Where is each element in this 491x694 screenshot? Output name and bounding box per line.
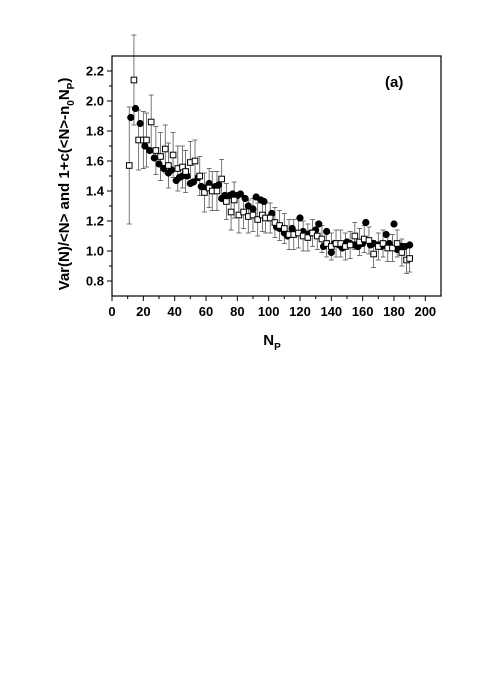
data-point-circle xyxy=(146,146,154,155)
data-point-square xyxy=(240,208,247,216)
data-point-square xyxy=(165,162,172,169)
data-point-circle xyxy=(296,214,304,222)
y-axis-title: Var(N)/<N> and 1+c(<N>-n0NP) xyxy=(56,78,77,291)
data-point-circle xyxy=(136,119,144,128)
data-point-circle xyxy=(236,190,245,198)
data-point-circle xyxy=(323,227,331,236)
data-point-circle xyxy=(406,241,414,249)
data-point-square xyxy=(213,187,221,195)
data-point-circle xyxy=(315,220,323,228)
data-point-circle xyxy=(189,178,198,186)
x-tick-label: 20 xyxy=(136,304,150,319)
data-point-circle xyxy=(260,197,268,206)
data-point-circle xyxy=(327,248,335,257)
data-point-circle xyxy=(141,142,149,150)
data-point-circle xyxy=(214,181,223,189)
data-point-circle xyxy=(150,154,158,162)
plot-frame xyxy=(111,55,442,297)
y-tick-label: 1.8 xyxy=(86,124,104,139)
data-point-square xyxy=(143,136,150,144)
x-tick-label: 100 xyxy=(258,304,280,319)
data-point-square xyxy=(393,240,401,247)
x-tick-label: 60 xyxy=(199,304,213,319)
x-tick-label: 0 xyxy=(108,304,115,319)
data-point-square xyxy=(191,157,199,165)
x-tick-label: 140 xyxy=(320,304,342,319)
data-point-square xyxy=(406,255,413,262)
y-tick-label: 1.2 xyxy=(86,214,104,229)
data-point-circle xyxy=(390,220,398,228)
data-point-circle xyxy=(127,113,135,122)
data-point-square xyxy=(249,211,257,219)
data-point-square xyxy=(161,145,169,153)
data-point-square xyxy=(169,151,177,159)
data-point-square xyxy=(230,196,238,204)
x-tick-label: 160 xyxy=(352,304,374,319)
x-tick-label: 80 xyxy=(230,304,244,319)
data-point-square xyxy=(157,153,164,160)
data-point-square xyxy=(398,249,406,256)
data-point-square xyxy=(304,234,312,241)
y-tick-label: 2.2 xyxy=(86,64,104,79)
data-point-square xyxy=(370,250,377,258)
data-point-square xyxy=(196,172,204,180)
x-tick-label: 40 xyxy=(167,304,181,319)
x-axis-title-main: N xyxy=(263,332,274,349)
data-point-square xyxy=(125,162,133,169)
data-point-square xyxy=(266,214,274,222)
panel-label: (a) xyxy=(385,74,403,91)
y-axis-title-text: ) xyxy=(56,78,73,83)
x-tick-label: 200 xyxy=(414,304,436,319)
y-axis-title-subscript: P xyxy=(66,82,77,89)
data-point-square xyxy=(379,240,387,247)
y-axis-title-subscript: 0 xyxy=(66,100,77,106)
data-point-square xyxy=(318,235,326,243)
y-tick-label: 1.4 xyxy=(86,184,105,199)
data-point-square xyxy=(182,168,189,175)
data-point-circle xyxy=(382,230,390,239)
data-point-square xyxy=(365,237,373,244)
series-2 xyxy=(125,76,413,264)
data-point-square xyxy=(147,118,155,126)
data-point-square xyxy=(351,232,359,240)
data-point-square xyxy=(281,225,288,232)
data-point-circle xyxy=(241,194,249,203)
data-point-circle xyxy=(249,205,257,213)
data-point-square xyxy=(227,208,235,216)
y-tick-label: 1.0 xyxy=(86,244,104,259)
data-point-square xyxy=(223,198,230,205)
data-point-square xyxy=(218,175,225,183)
y-axis-title-text: Var(N)/<N> and 1+c(<N>-n xyxy=(56,106,73,291)
series-1 xyxy=(127,104,414,257)
y-tick-label: 1.6 xyxy=(86,154,104,169)
data-point-circle xyxy=(131,104,140,113)
data-point-square xyxy=(254,216,261,223)
x-axis-title-subscript: P xyxy=(274,342,281,353)
y-tick-label: 2.0 xyxy=(86,94,104,109)
data-point-circle xyxy=(155,160,163,168)
x-axis-title: NP xyxy=(263,332,281,353)
data-point-square xyxy=(346,241,354,249)
ticks-layer: 0 20 40 60 80 100 120 140 160 180 200 0.8 1.0 1.2 1.4 1… xyxy=(86,64,436,320)
y-axis-title-text: N xyxy=(56,89,73,100)
data-point-square xyxy=(152,147,160,154)
data-point-square xyxy=(389,244,396,252)
x-tick-label: 120 xyxy=(289,304,311,319)
data-point-square xyxy=(130,76,138,84)
data-point-square xyxy=(201,189,208,196)
x-tick-label: 180 xyxy=(383,304,405,319)
data-point-circle xyxy=(362,218,370,227)
y-tick-label: 0.8 xyxy=(86,274,104,289)
series-layer xyxy=(125,76,414,264)
